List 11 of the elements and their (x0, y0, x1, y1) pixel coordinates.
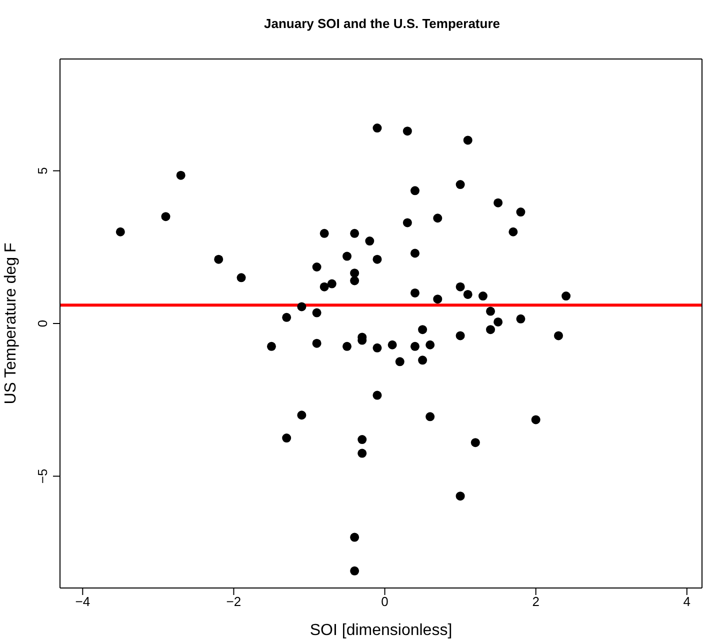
x-tick-label: −2 (226, 594, 242, 610)
x-axis-title: SOI [dimensionless] (310, 622, 452, 639)
x-tick-label: 4 (683, 594, 691, 610)
x-tick-label: 2 (532, 594, 540, 610)
y-tick-label: −5 (35, 468, 50, 484)
y-axis-title: US Temperature deg F (2, 242, 20, 404)
x-tick-label: 0 (381, 594, 388, 610)
chart-title: January SOI and the U.S. Temperature (263, 16, 501, 31)
x-tick-label: −4 (75, 594, 90, 610)
y-tick-label: 5 (35, 167, 50, 174)
y-tick-label: 0 (35, 320, 50, 328)
